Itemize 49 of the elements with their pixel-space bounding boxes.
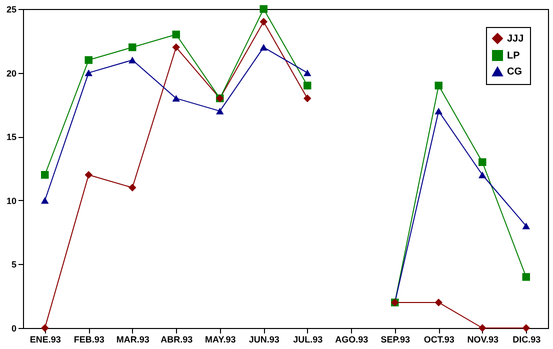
point <box>434 108 442 114</box>
point <box>522 324 530 332</box>
y-tick-label: 5 <box>11 260 16 270</box>
y-tick-label: 10 <box>6 196 16 206</box>
x-tick-label: AGO.93 <box>335 334 368 344</box>
x-tick-label: JUN.93 <box>248 334 280 344</box>
point <box>260 44 268 51</box>
point <box>41 197 49 204</box>
point <box>172 30 180 38</box>
point <box>216 108 224 114</box>
x-tick-label: ABR.93 <box>160 334 193 344</box>
point <box>434 298 442 306</box>
y-tick-label: 15 <box>6 132 16 142</box>
point <box>172 94 180 102</box>
point <box>304 69 312 76</box>
y-tick-label: 25 <box>6 4 16 14</box>
x-tick-label: NOV.93 <box>467 334 498 344</box>
legend-label: JJJ <box>507 34 524 44</box>
point <box>478 172 486 178</box>
point <box>260 18 268 26</box>
point <box>522 273 530 281</box>
x-tick-label: MAR.93 <box>116 334 150 344</box>
x-tick-label: OCT.93 <box>424 334 454 344</box>
point <box>478 324 486 332</box>
x-tick-label: JUL.93 <box>293 334 323 344</box>
x-tick-label: ENE.93 <box>30 334 61 344</box>
point <box>434 82 442 90</box>
x-tick-label: MAY.93 <box>205 334 236 344</box>
point <box>304 94 312 102</box>
x-tick-label: FEB.93 <box>74 334 104 344</box>
point <box>41 324 49 332</box>
point <box>304 82 312 90</box>
x-tick-label: DIC.93 <box>512 334 541 344</box>
point <box>128 184 136 192</box>
point <box>41 171 49 179</box>
point <box>84 69 92 76</box>
x-tick-label: SEP.93 <box>380 334 410 344</box>
point <box>172 43 180 52</box>
point <box>128 43 136 52</box>
point <box>84 171 92 179</box>
legend-label: LP <box>507 50 520 62</box>
y-tick-label: 20 <box>6 68 16 78</box>
legend-label: CG <box>507 66 522 78</box>
point <box>522 222 530 230</box>
y-tick-label: 0 <box>11 324 16 334</box>
point <box>260 5 268 13</box>
point <box>128 56 136 64</box>
point <box>84 56 92 64</box>
point <box>478 158 486 166</box>
